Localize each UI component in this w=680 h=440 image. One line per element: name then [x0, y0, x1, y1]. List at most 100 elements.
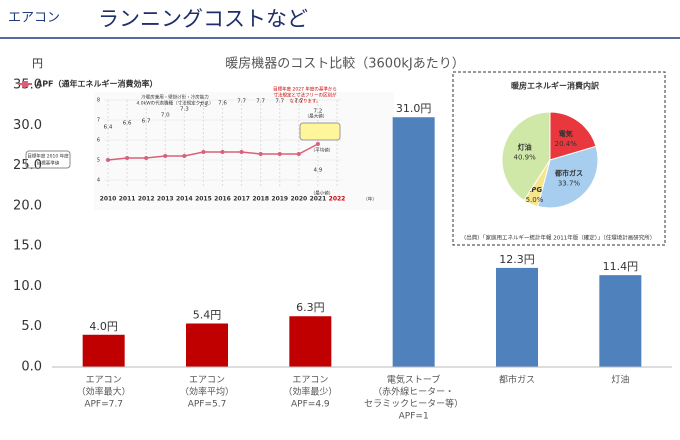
pie-value-label: 40.9%: [514, 154, 537, 162]
apf-point: [296, 152, 301, 156]
apf-point: [125, 156, 130, 160]
inset-y-tick-label: 5: [97, 158, 100, 164]
value-label: 5.4円: [193, 308, 222, 321]
pie-category: 都市ガス: [554, 168, 583, 177]
x-tick-label: 都市ガス: [499, 374, 535, 386]
lower-value-label: 4.9: [314, 168, 323, 174]
bar: [392, 117, 435, 367]
apf-point: [106, 158, 110, 162]
x-tick-label: エアコン: [189, 376, 225, 386]
upper-value-label: 7.5: [199, 103, 208, 109]
upper-value-label: 6.6: [123, 121, 132, 127]
apf-point: [144, 156, 149, 160]
upper-value-label: 7.6: [218, 101, 227, 107]
legend-label: APF（通年エネルギー消費効率）: [36, 79, 158, 89]
x-tick-label: セラミックヒーター等）: [364, 398, 463, 410]
value-label: 12.3円: [499, 253, 535, 266]
x-tick-label: APF=4.9: [291, 400, 330, 410]
apf-line: [107, 143, 319, 161]
upper-value-label: 7.2: [314, 109, 323, 115]
inset-x-tick-label: 2011: [119, 196, 136, 203]
x-tick-label: 電気ストーブ: [387, 374, 440, 386]
pie-slice: [501, 111, 551, 202]
inset-annotation: （最大値）: [305, 113, 328, 120]
pie-category: 電気: [559, 129, 573, 138]
section-label: エアコン: [8, 11, 60, 26]
upper-value-label: 6.4: [104, 125, 113, 131]
bar: [186, 323, 228, 367]
inset-x-tick-label: 2012: [138, 196, 155, 203]
upper-value-label: 7.7: [294, 99, 303, 105]
upper-value-label: 7.7: [275, 99, 284, 105]
inset-annotation: 4.0kWの代表機種（寸法規定クラス）: [136, 100, 213, 107]
pie-source: （出典）「家庭用エネルギー統計年報 2011年版（確定）」（住環境計画研究所）: [461, 234, 656, 242]
value-label: 4.0円: [89, 320, 118, 333]
inset-annotation: 目標基準値: [37, 160, 60, 167]
apf-point: [277, 152, 282, 156]
inset-x-tick-label: 2014: [176, 196, 193, 203]
inset-annotation: （年）: [363, 196, 377, 203]
y-tick-label: 5.0: [21, 319, 42, 334]
apf-point: [201, 150, 206, 154]
apf-point: [258, 152, 263, 156]
chart-title: 暖房機器のコスト比較（3600kJあたり）: [225, 56, 464, 72]
value-label: 6.3円: [296, 301, 325, 314]
apf-point: [163, 154, 168, 158]
inset-annotation: （平均値）: [311, 147, 334, 154]
apf-point: [239, 150, 244, 154]
target-2010-box: [25, 150, 71, 169]
upper-value-label: 6.7: [142, 119, 151, 125]
pie-value-label: 20.4%: [555, 140, 578, 148]
inset-annotation: 寸法規定と寸法フリーの区別が: [274, 92, 337, 99]
inset-x-tick-label: 2015: [195, 196, 212, 203]
x-tick-label: （効率平均）: [180, 386, 234, 398]
upper-value-label: 7.3: [180, 107, 189, 113]
y-unit: 円: [32, 57, 43, 70]
inset-x-tick-label: 2021: [310, 196, 327, 203]
inset-x-tick-label: 2010: [100, 196, 117, 203]
legend-marker: [22, 81, 28, 87]
inset-y-tick-label: 4: [97, 178, 100, 184]
x-tick-label: （効率最少）: [283, 386, 337, 398]
inset-annotation: 目標年度 2010 年度: [27, 153, 69, 160]
inset-x-tick-label: 2017: [233, 196, 250, 203]
inset-x-tick-label: 2016: [214, 196, 231, 203]
inset-annotation: 目標年度 2027 年度の基準から: [273, 86, 337, 93]
pie-slice: [549, 111, 597, 161]
inset-y-tick-label: 7: [97, 118, 100, 124]
y-tick-label: 0.0: [21, 360, 42, 375]
inset-annotation: 冷暖房兼用・壁掛け形・冷房能力: [141, 94, 209, 101]
x-tick-label: 灯油: [611, 374, 629, 386]
inset-y-tick-label: 8: [97, 98, 100, 104]
inset-background: [94, 92, 394, 210]
x-tick-label: （効率最大）: [77, 386, 131, 398]
inset-x-tick-label: 2018: [252, 196, 269, 203]
slide-title: ランニングコストなど: [98, 7, 308, 31]
value-label: 11.4円: [603, 260, 639, 273]
apf-point: [315, 142, 320, 146]
x-tick-label: APF=5.7: [188, 400, 227, 410]
x-tick-label: エアコン: [86, 376, 122, 386]
inset-x-tick-label: 2019: [271, 196, 288, 203]
pie-slice: [537, 145, 599, 209]
inset-annotation: （最小値）: [311, 190, 334, 197]
upper-value-label: 7.7: [256, 99, 265, 105]
x-tick-label: APF=7.7: [84, 400, 123, 410]
pie-category: LPG: [527, 186, 543, 194]
inset-x-tick-label: 2022: [329, 196, 346, 203]
value-label: 31.0円: [396, 102, 432, 115]
inset-x-tick-label: 2020: [290, 196, 307, 203]
bar: [289, 316, 332, 367]
apf-point: [182, 154, 187, 158]
bar: [82, 334, 125, 367]
x-tick-label: （赤外線ヒーター・: [373, 386, 454, 398]
apf-point: [220, 150, 225, 154]
inset-annotation: なくなります。: [289, 98, 320, 105]
inset-y-tick-label: 6: [97, 138, 100, 144]
bar: [496, 267, 538, 367]
y-tick-label: 25.0: [13, 158, 42, 173]
target-2027-box: [299, 122, 341, 141]
y-tick-label: 10.0: [13, 279, 42, 294]
